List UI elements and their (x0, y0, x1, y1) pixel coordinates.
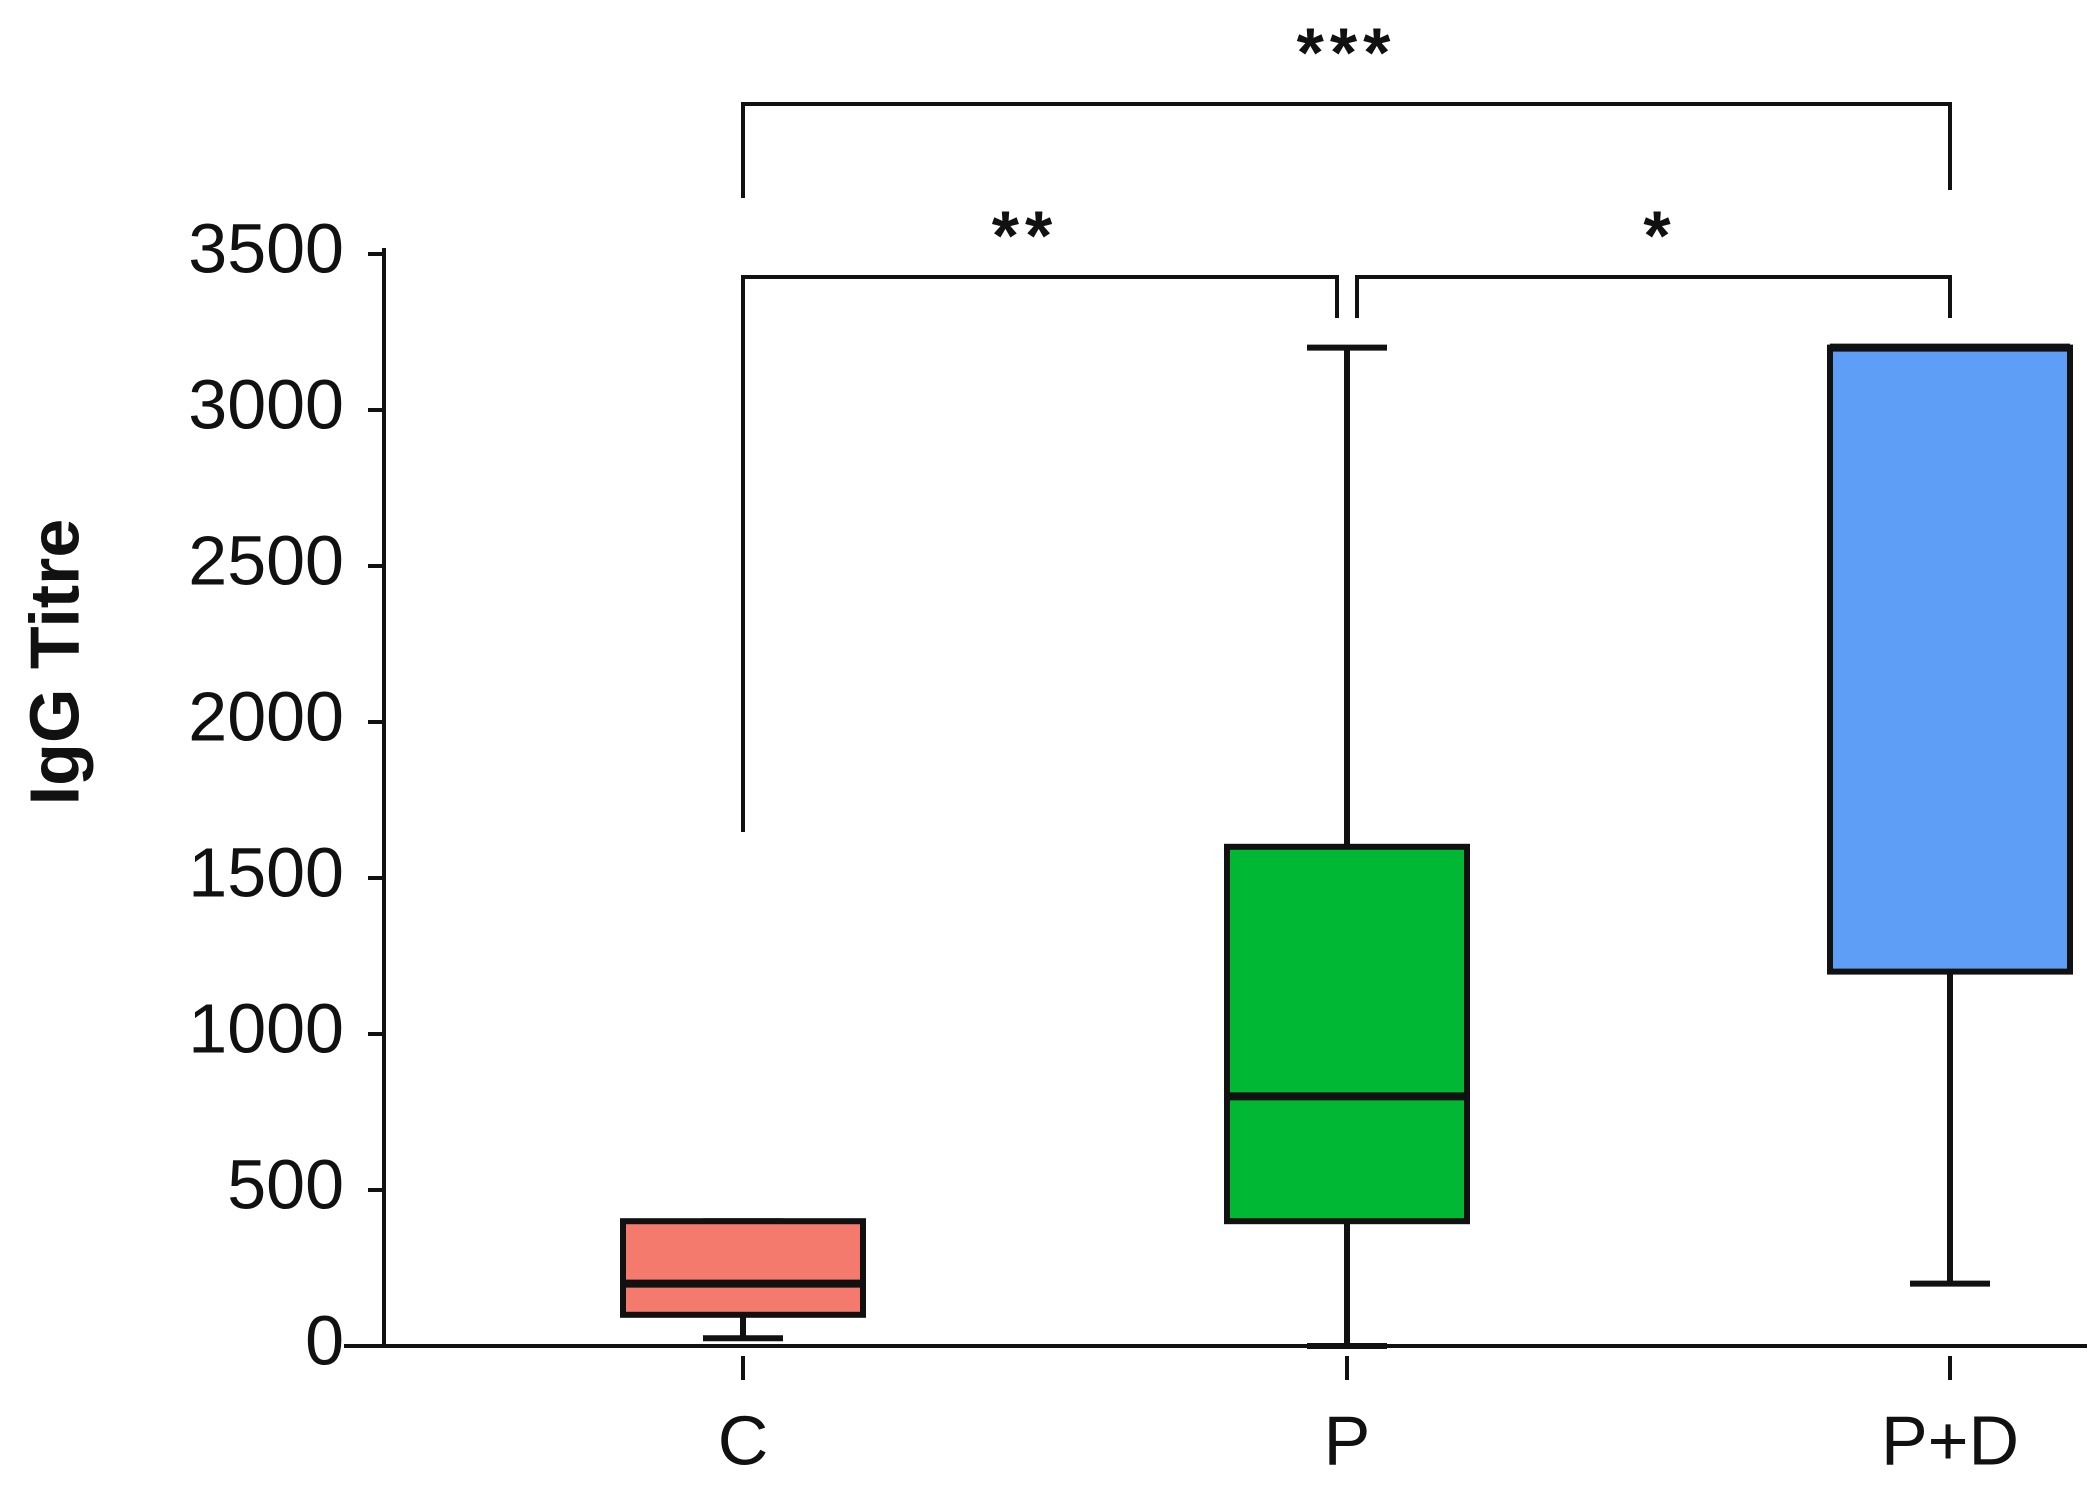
significance-label: * (1643, 196, 1676, 274)
y-tick-label: 1500 (188, 833, 344, 911)
x-tick-label: C (718, 1401, 769, 1479)
significance-label: ** (992, 196, 1058, 274)
x-tick-label: P+D (1881, 1401, 2019, 1479)
box (620, 1218, 866, 1318)
y-tick-label: 0 (305, 1301, 344, 1379)
significance-label: *** (1297, 13, 1397, 91)
significance-bracket (741, 275, 1339, 832)
box (1224, 843, 1470, 1225)
y-tick-label: 2500 (188, 521, 344, 599)
y-tick-label: 3500 (188, 209, 344, 287)
box (1827, 344, 2073, 975)
y-axis-label: IgG Titre (15, 519, 93, 806)
y-tick-label: 2000 (188, 677, 344, 755)
y-tick-label: 1000 (188, 989, 344, 1067)
significance-bracket (741, 102, 1952, 198)
x-tick-label: P (1324, 1401, 1371, 1479)
y-tick-label: 500 (227, 1145, 344, 1223)
significance-bracket (1355, 275, 1952, 318)
y-tick-label: 3000 (188, 365, 344, 443)
